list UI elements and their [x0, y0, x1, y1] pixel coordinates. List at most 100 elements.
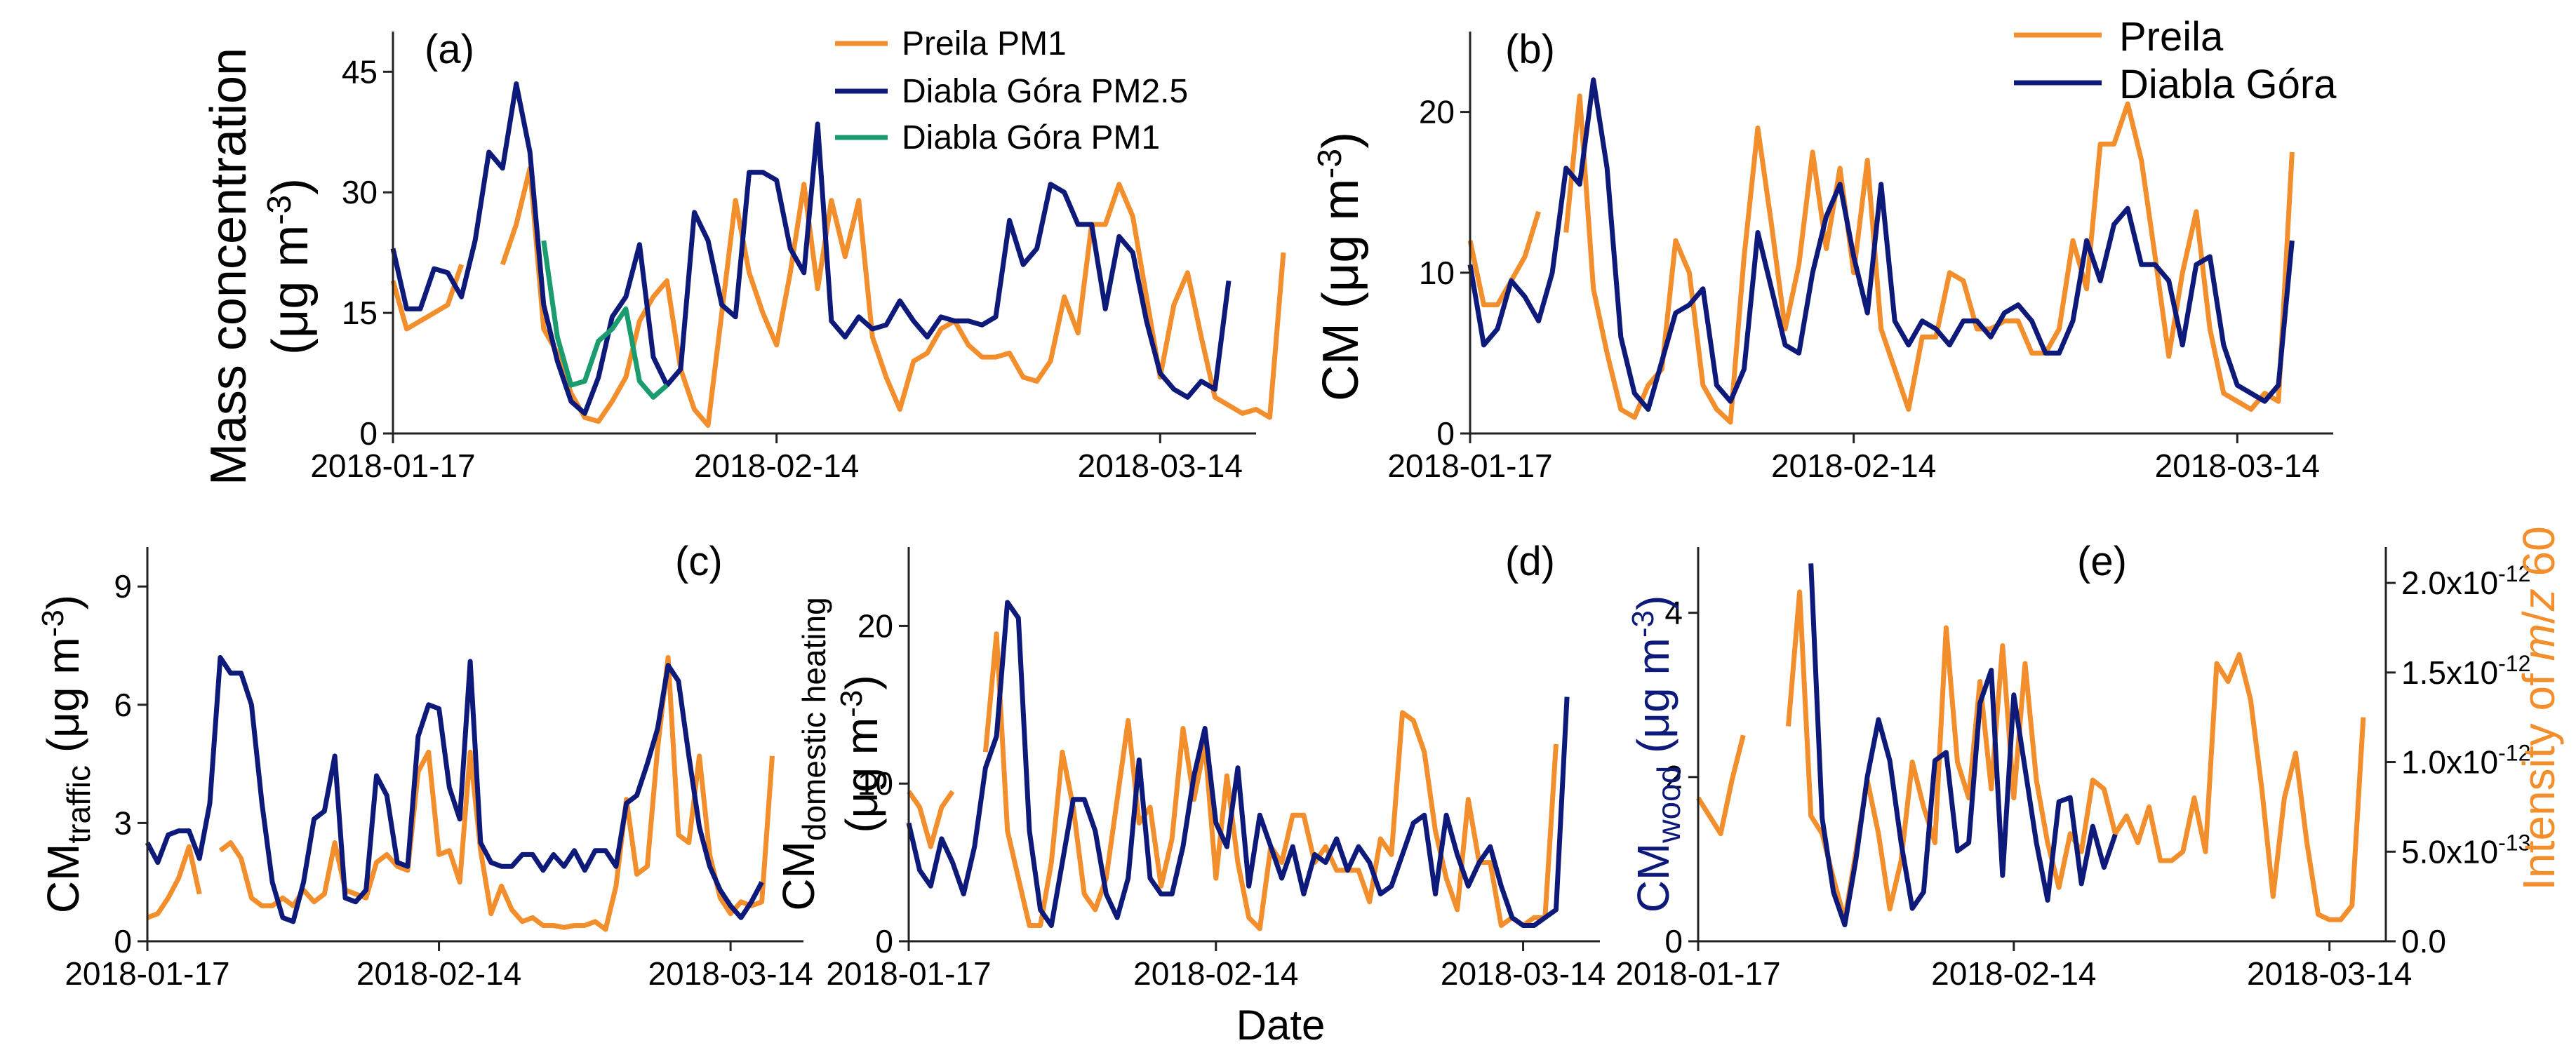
- yunit-open: (μg m: [262, 225, 319, 355]
- panel-d-label: (d): [1505, 539, 1555, 584]
- ylabel-right-slash: /: [2514, 611, 2564, 624]
- x-axis-title: Date: [1236, 1002, 1326, 1049]
- series-line-intensity-of-m-z-60-1: [1786, 589, 2366, 922]
- tick-exponent: -13: [2498, 830, 2530, 855]
- y-tick-label: 0: [1664, 923, 1683, 960]
- y-tick-label: 0: [114, 923, 132, 960]
- right-tick-label: 0.0: [2401, 923, 2446, 960]
- panel-d-ticks: 0 10 20 2018-01-17 2018-02-14 2018-03-14: [826, 547, 1606, 992]
- ylabel-close: ): [1313, 132, 1369, 149]
- yunit-close: ): [836, 675, 887, 689]
- ylabel-right-prefix: Intensity of: [2514, 661, 2564, 890]
- right-tick-label: 5.0x10-13: [2401, 830, 2530, 870]
- panel-b-ticks: 0 10 20 2018-01-17 2018-02-14 2018-03-14: [1387, 32, 2333, 484]
- y-tick-label: 10: [857, 765, 893, 802]
- y-tick-label: 2: [1664, 759, 1683, 795]
- y-tick-label: 30: [342, 174, 378, 210]
- ylabel-exp: -3: [36, 610, 70, 637]
- ylabel-unit: (μg m: [1628, 638, 1679, 766]
- panel-b-label: (b): [1505, 27, 1555, 72]
- series-line-preila-0: [907, 790, 955, 849]
- ylabel-close: ): [38, 595, 88, 610]
- panel-a: 0 15 30 45 2018-01-17 2018-02-14 2018-03-14 (a…: [201, 25, 1286, 485]
- yunit-exp: -3: [834, 690, 869, 718]
- panel-d-lines: [906, 600, 1570, 931]
- series-line-diabla-g-ra-0: [145, 654, 764, 924]
- ylabel-cm: CM: [1628, 843, 1679, 913]
- series-line-diabla-g-ra-pm1-0: [541, 240, 669, 400]
- y-tick-label: 15: [342, 295, 378, 331]
- tick-exponent: -12: [2498, 561, 2530, 586]
- x-tick-label: 2018-03-14: [2247, 955, 2412, 992]
- y-tick-label: 20: [1419, 94, 1455, 130]
- y-tick-label: 0: [359, 415, 378, 452]
- ylabel-close: ): [1628, 595, 1679, 610]
- panel-e: 0240.05.0x10-131.0x10-121.5x10-122.0x10-…: [1615, 526, 2564, 992]
- x-tick-label: 2018-01-17: [826, 955, 991, 992]
- panel-e-lines: [1696, 563, 2366, 928]
- x-tick-label: 2018-03-14: [2155, 447, 2320, 484]
- panel-a-legend: Preila PM1 Diabla Góra PM2.5 Diabla Góra…: [835, 25, 1188, 156]
- panel-a-lines: [390, 81, 1286, 428]
- series-line-preila-pm1-1: [500, 166, 1286, 428]
- series-line-intensity-of-m-z-60-0: [1696, 734, 1746, 837]
- ylabel-cm: CM: [1313, 323, 1369, 401]
- panel-d-ylabel: CMdomestic heating: [773, 597, 832, 910]
- x-tick-label: 2018-03-14: [1078, 447, 1243, 484]
- y-tick-label: 6: [114, 687, 132, 723]
- ylabel-cm: CM: [773, 841, 824, 911]
- series-line-cm-wood-0: [1808, 563, 2118, 928]
- panel-e-label: (e): [2077, 539, 2127, 584]
- tick-mantissa: 2.0x10: [2401, 565, 2498, 601]
- series-line-diabla-g-ra-0: [1467, 77, 2295, 412]
- yunit-exp: -3: [261, 195, 298, 225]
- tick-mantissa: 1.0x10: [2401, 744, 2498, 781]
- panel-e-ylabel-right: Intensity of m/z 60: [2514, 526, 2564, 890]
- tick-mantissa: 1.5x10: [2401, 654, 2498, 691]
- series-line-diabla-g-ra-pm2-5-0: [390, 81, 1232, 416]
- panel-e-ticks: 0240.05.0x10-131.0x10-121.5x10-122.0x10-…: [1615, 547, 2530, 992]
- tick-exponent: -12: [2498, 651, 2530, 676]
- panel-e-ylabel: CMwood (μg m-3): [1626, 595, 1687, 913]
- x-tick-label: 2018-01-17: [310, 447, 475, 484]
- x-tick-label: 2018-02-14: [356, 955, 521, 992]
- panel-a-label: (a): [425, 27, 474, 72]
- panel-c-lines: [145, 654, 775, 932]
- ylabel-sub: domestic heating: [796, 597, 832, 841]
- y-tick-label: 3: [114, 804, 132, 841]
- legend-label-diabla-pm1: Diabla Góra PM1: [902, 119, 1160, 156]
- panel-a-ticks: 0 15 30 45 2018-01-17 2018-02-14 2018-03-14: [310, 32, 1256, 484]
- panel-a-yunit: (μg m-3): [261, 178, 319, 355]
- ylabel-cm: CM: [38, 844, 88, 914]
- legend-label-preila: Preila: [2119, 14, 2224, 60]
- y-tick-label: 20: [857, 607, 893, 644]
- legend-label-diabla-pm25: Diabla Góra PM2.5: [902, 73, 1188, 110]
- y-tick-label: 4: [1664, 595, 1683, 631]
- panel-d-yunit: (μg m-3): [834, 675, 887, 833]
- panel-c: 0 3 6 9 2018-01-17 2018-02-14 2018-03-14 (c) C…: [36, 539, 813, 992]
- ylabel-right-60: 60: [2514, 526, 2564, 588]
- y-tick-label: 0: [1436, 415, 1455, 452]
- panel-c-ticks: 0 3 6 9 2018-01-17 2018-02-14 2018-03-14: [65, 547, 813, 992]
- ylabel-exp: -3: [1312, 149, 1349, 179]
- panel-c-label: (c): [675, 539, 723, 584]
- right-tick-label: 2.0x10-12: [2401, 561, 2530, 601]
- panel-a-ylabel: Mass concentration: [201, 48, 257, 485]
- series-line-preila-0: [146, 844, 202, 920]
- yunit-open: (μg m: [836, 718, 887, 833]
- x-tick-label: 2018-02-14: [1133, 955, 1298, 992]
- y-tick-label: 0: [875, 923, 893, 960]
- x-tick-label: 2018-01-17: [65, 955, 229, 992]
- ylabel-space: (μg m: [1313, 179, 1369, 323]
- yunit-close: ): [262, 178, 319, 195]
- ylabel-sub: wood: [1650, 766, 1687, 844]
- x-tick-label: 2018-01-17: [1615, 955, 1780, 992]
- panel-b-ylabel: CM (μg m-3): [1312, 132, 1369, 401]
- ylabel-unit: (μg m: [38, 637, 88, 765]
- panel-b-legend: Preila Diabla Góra: [2014, 14, 2337, 107]
- legend-label-preila-pm1: Preila PM1: [902, 25, 1067, 62]
- y-tick-label: 9: [114, 568, 132, 605]
- series-line-preila-1: [1563, 93, 2295, 425]
